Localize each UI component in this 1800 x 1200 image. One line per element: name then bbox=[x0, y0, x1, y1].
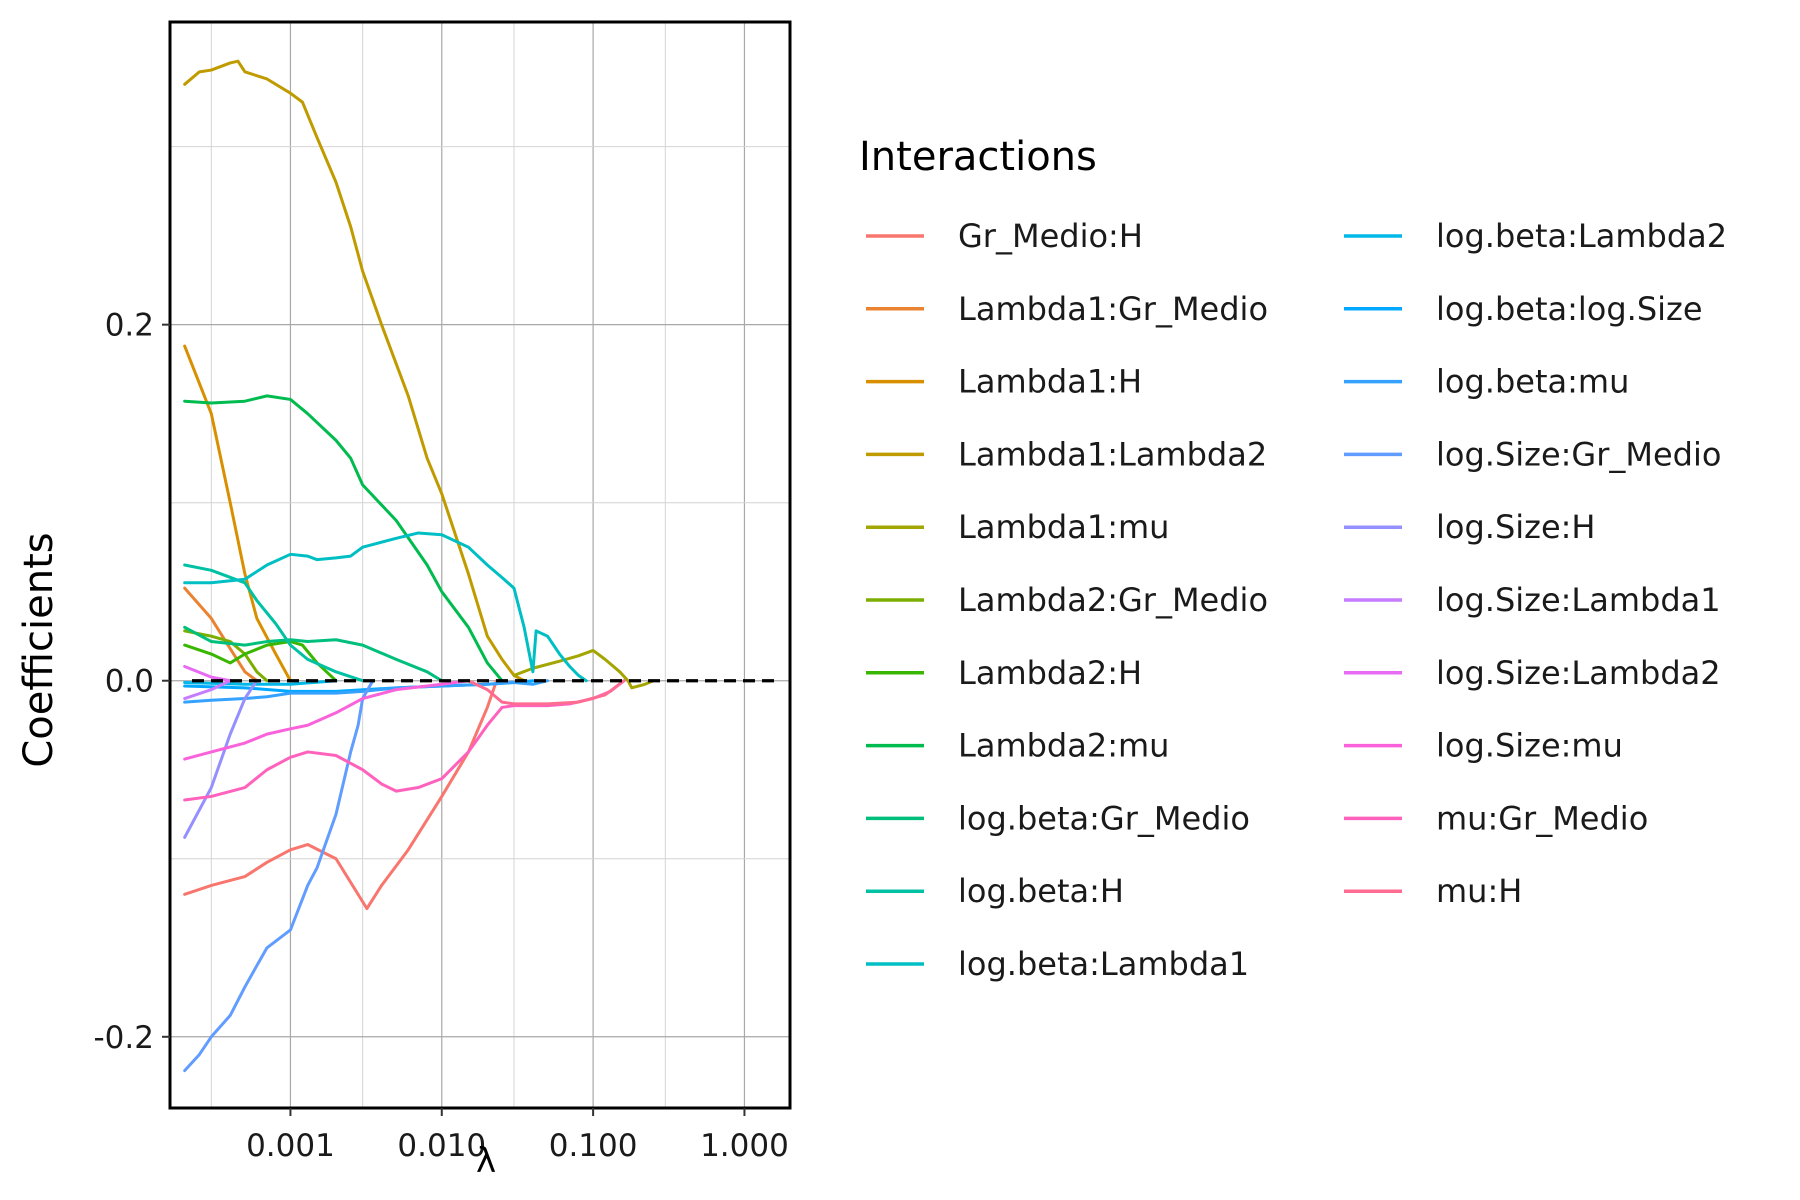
legend-item: log.beta:log.Size bbox=[1344, 290, 1703, 328]
legend-label: log.beta:Lambda2 bbox=[1436, 217, 1727, 255]
series-line-mu-h bbox=[466, 679, 626, 706]
legend-item: log.beta:Lambda2 bbox=[1344, 217, 1727, 255]
x-tick-label: 0.001 bbox=[246, 1128, 335, 1164]
legend-item: log.Size:Lambda1 bbox=[1344, 581, 1721, 619]
series-line-log-beta-gr-medio bbox=[183, 625, 444, 683]
legend-item: mu:Gr_Medio bbox=[1344, 799, 1648, 837]
legend-item: Lambda2:Gr_Medio bbox=[866, 581, 1268, 619]
series-line-log-size-lambda1 bbox=[183, 679, 232, 701]
legend-item: log.beta:Lambda1 bbox=[866, 945, 1249, 983]
series-line-gr-medio-h bbox=[183, 679, 499, 911]
legend-label: mu:Gr_Medio bbox=[1436, 799, 1648, 837]
series-line-lambda1-h bbox=[183, 344, 292, 683]
legend-item: log.beta:mu bbox=[1344, 363, 1629, 401]
x-axis-label: λ bbox=[476, 1141, 496, 1181]
legend-item: log.Size:H bbox=[1344, 508, 1595, 546]
legend-title: Interactions bbox=[859, 134, 1097, 180]
legend-label: Lambda2:mu bbox=[958, 727, 1169, 765]
series-line-log-size-mu bbox=[183, 679, 470, 761]
legend-label: Lambda1:mu bbox=[958, 508, 1169, 546]
series-line-lambda1-lambda2 bbox=[183, 59, 526, 683]
legend-label: Lambda1:H bbox=[958, 363, 1142, 401]
legend-item: Lambda1:mu bbox=[866, 508, 1169, 546]
legend-item: Lambda1:Gr_Medio bbox=[866, 290, 1268, 328]
legend-label: log.beta:log.Size bbox=[1436, 290, 1703, 328]
legend-item: Gr_Medio:H bbox=[866, 217, 1143, 255]
y-tick-label: -0.2 bbox=[94, 1020, 155, 1056]
legend-label: mu:H bbox=[1436, 872, 1522, 910]
legend-item: log.beta:H bbox=[866, 872, 1124, 910]
legend-item: log.Size:mu bbox=[1344, 727, 1623, 765]
panel-border bbox=[168, 20, 792, 1110]
x-tick-label: 0.010 bbox=[397, 1128, 486, 1164]
legend-label: log.Size:Lambda2 bbox=[1436, 654, 1721, 692]
series-line-log-beta-lambda1 bbox=[183, 531, 588, 683]
legend-item: mu:H bbox=[1344, 872, 1522, 910]
x-tick-label: 0.100 bbox=[549, 1128, 638, 1164]
x-axis-ticks: 0.001 0.010 0.100 1.000 bbox=[246, 1108, 789, 1164]
series-line-log-size-h bbox=[183, 679, 259, 839]
legend-item: log.Size:Lambda2 bbox=[1344, 654, 1721, 692]
y-tick-label: 0.2 bbox=[105, 308, 154, 344]
legend: Interactions Gr_Medio:H Lambda1:Gr_Medio L… bbox=[859, 134, 1727, 983]
y-axis-label: Coefficients bbox=[16, 532, 62, 767]
legend-label: log.beta:mu bbox=[1436, 363, 1629, 401]
series-line-lambda1-gr-medio bbox=[183, 586, 259, 683]
series-line-log-size-gr-medio bbox=[183, 679, 375, 1073]
legend-label: log.beta:Gr_Medio bbox=[958, 799, 1250, 837]
series-line-log-size-lambda2 bbox=[183, 664, 232, 683]
legend-label: Lambda2:H bbox=[958, 654, 1142, 692]
series-lines bbox=[183, 59, 655, 1073]
legend-label: log.Size:Lambda1 bbox=[1436, 581, 1721, 619]
series-line-log-beta-h bbox=[183, 563, 365, 683]
legend-label: Gr_Medio:H bbox=[958, 217, 1143, 255]
legend-item: Lambda2:mu bbox=[866, 727, 1169, 765]
legend-label: log.Size:mu bbox=[1436, 727, 1623, 765]
legend-item: Lambda1:Lambda2 bbox=[866, 435, 1267, 473]
legend-item: log.beta:Gr_Medio bbox=[866, 799, 1250, 837]
series-line-lambda2-h bbox=[183, 640, 338, 683]
legend-label: Lambda2:Gr_Medio bbox=[958, 581, 1268, 619]
legend-label: Lambda1:Gr_Medio bbox=[958, 290, 1268, 328]
legend-label: log.Size:H bbox=[1436, 508, 1595, 546]
legend-label: log.Size:Gr_Medio bbox=[1436, 435, 1721, 473]
legend-label: log.beta:H bbox=[958, 872, 1124, 910]
series-line-lambda2-mu bbox=[183, 394, 504, 683]
legend-label: log.beta:Lambda1 bbox=[958, 945, 1249, 983]
legend-item: Lambda1:H bbox=[866, 363, 1142, 401]
series-line-log-beta-lambda2 bbox=[183, 679, 338, 686]
series-line-lambda2-gr-medio bbox=[183, 629, 269, 683]
x-tick-label: 1.000 bbox=[700, 1128, 789, 1164]
legend-label: Lambda1:Lambda2 bbox=[958, 435, 1267, 473]
y-tick-label: 0.0 bbox=[105, 664, 154, 700]
series-line-lambda1-mu bbox=[512, 648, 655, 690]
legend-item: Lambda2:H bbox=[866, 654, 1142, 692]
y-axis-ticks: -0.2 0.0 0.2 bbox=[94, 308, 170, 1056]
legend-item: log.Size:Gr_Medio bbox=[1344, 435, 1721, 473]
